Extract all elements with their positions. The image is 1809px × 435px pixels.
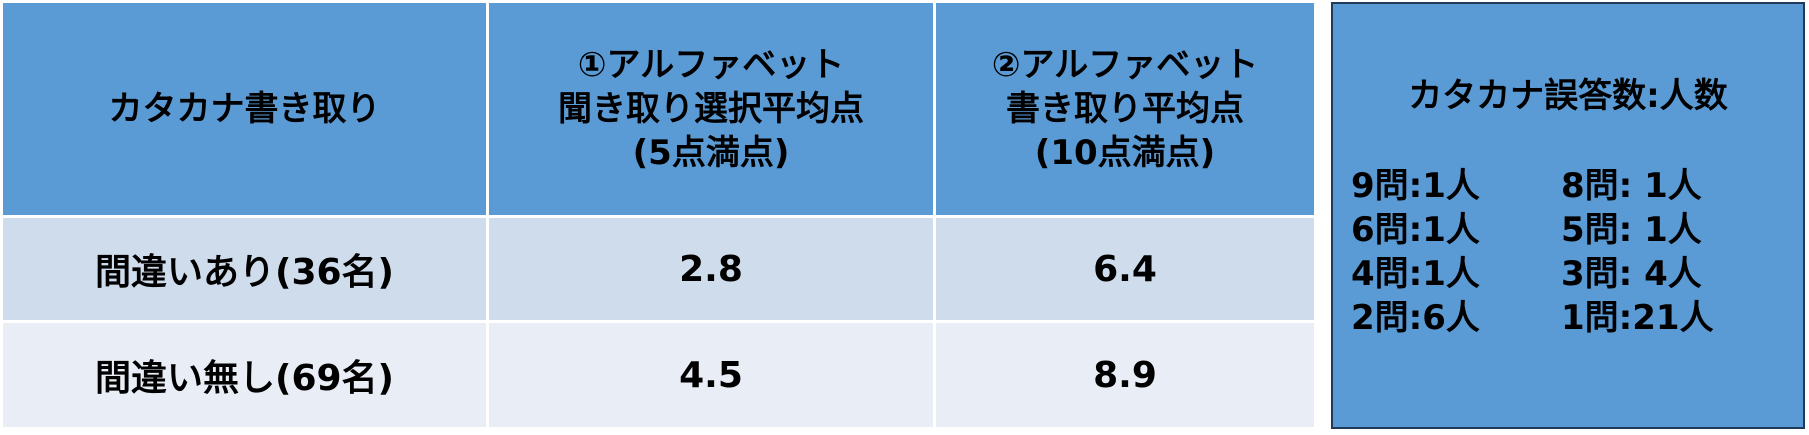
header-katakana: カタカナ書き取り xyxy=(0,0,489,218)
header-listening-line3: (5点満点) xyxy=(632,133,790,173)
listening-avg-cell: 4.5 xyxy=(486,320,936,430)
table-row: 間違いあり(36名) 2.8 6.4 xyxy=(0,215,1317,323)
error-count-item: 6問:1人 xyxy=(1351,210,1480,250)
error-count-item: 2問:6人 xyxy=(1351,298,1480,338)
row-label: 間違い無し(69名) xyxy=(0,320,489,430)
header-listening: ①アルファベット 聞き取り選択平均点 (5点満点) xyxy=(486,0,936,218)
table-row: 間違い無し(69名) 4.5 8.9 xyxy=(0,320,1317,430)
error-count-item: 3問: 4人 xyxy=(1561,254,1702,294)
writing-avg-cell: 8.9 xyxy=(933,320,1317,430)
header-writing-line2: 書き取り平均点 xyxy=(1006,89,1244,129)
row-label: 間違いあり(36名) xyxy=(0,215,489,323)
error-count-item: 4問:1人 xyxy=(1351,254,1480,294)
header-listening-line2: 聞き取り選択平均点 xyxy=(558,89,864,129)
error-count-item: 8問: 1人 xyxy=(1561,166,1702,206)
results-table: カタカナ書き取り ①アルファベット 聞き取り選択平均点 (5点満点) ②アルファ… xyxy=(0,0,1317,430)
error-count-item: 5問: 1人 xyxy=(1561,210,1702,250)
listening-avg-cell: 2.8 xyxy=(486,215,936,323)
header-writing: ②アルファベット 書き取り平均点 (10点満点) xyxy=(933,0,1317,218)
header-writing-line3: (10点満点) xyxy=(1034,133,1216,173)
error-count-box: カタカナ誤答数:人数 9問:1人 8問: 1人 6問:1人 5問: 1人 4問:… xyxy=(1331,2,1805,429)
error-count-item: 9問:1人 xyxy=(1351,166,1480,206)
header-katakana-label: カタカナ書き取り xyxy=(108,89,381,129)
header-row: カタカナ書き取り ①アルファベット 聞き取り選択平均点 (5点満点) ②アルファ… xyxy=(0,0,1317,218)
writing-avg-cell: 6.4 xyxy=(933,215,1317,323)
header-writing-line1: ②アルファベット xyxy=(991,45,1259,85)
error-count-title: カタカナ誤答数:人数 xyxy=(1408,76,1728,116)
error-count-list: 9問:1人 8問: 1人 6問:1人 5問: 1人 4問:1人 3問: 4人 2… xyxy=(1351,166,1761,338)
header-listening-line1: ①アルファベット xyxy=(577,45,845,85)
error-count-item: 1問:21人 xyxy=(1561,298,1714,338)
